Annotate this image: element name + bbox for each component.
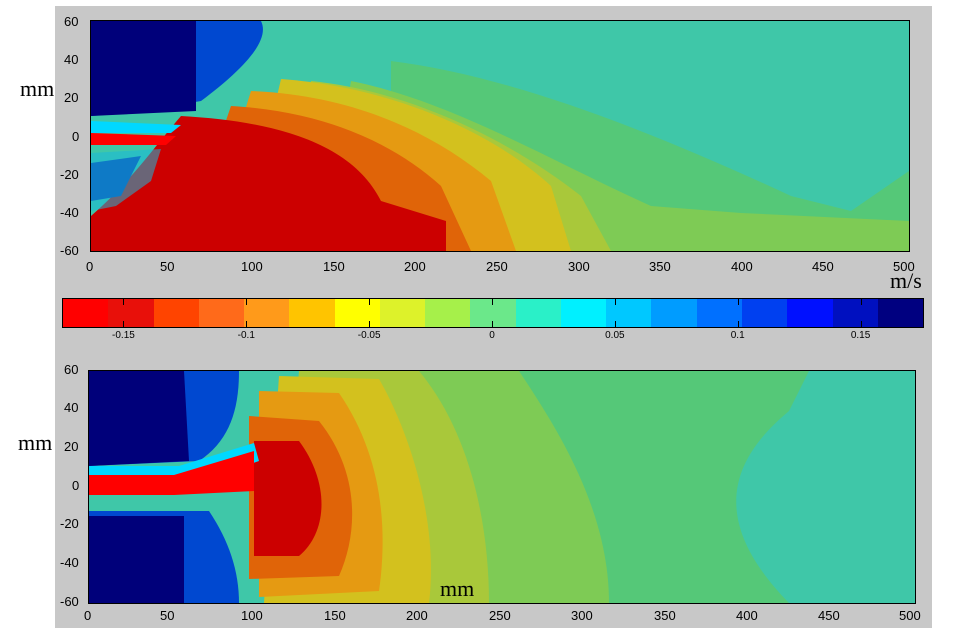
bottom-x-tick-350: 350 xyxy=(654,608,676,623)
bottom-y-tick-60: 60 xyxy=(64,362,79,377)
colorbar-tick-mark-bottom xyxy=(860,321,862,327)
colorbar-tick-label: -0.1 xyxy=(237,330,255,341)
top-y-unit-label: mm xyxy=(20,76,55,101)
colorbar-cell-5 xyxy=(289,299,335,327)
bottom-x-tick-50: 50 xyxy=(160,608,175,623)
top-x-tick-400: 400 xyxy=(731,259,753,274)
colorbar-cell-17 xyxy=(832,299,878,327)
top-y-tick-40: 40 xyxy=(64,52,79,67)
bottom-contour-svg xyxy=(89,371,915,603)
bottom-level-darkblue-top xyxy=(89,371,189,466)
colorbar-cell-13 xyxy=(651,299,697,327)
colorbar-unit-label: m/s xyxy=(890,268,922,293)
top-y-tick-m20: -20 xyxy=(60,167,79,182)
bottom-y-tick-0: 0 xyxy=(72,478,80,493)
colorbar-tick-mark-bottom xyxy=(369,321,371,327)
colorbar-cell-2 xyxy=(153,299,199,327)
colorbar-cell-9 xyxy=(470,299,516,327)
colorbar-cell-10 xyxy=(515,299,561,327)
colorbar-tick-label: 0.05 xyxy=(605,330,625,341)
colorbar-tick-mark-bottom xyxy=(614,321,616,327)
bottom-y-unit-label: mm xyxy=(18,430,53,455)
top-level-cyan-notch xyxy=(91,149,161,211)
colorbar-cell-4 xyxy=(244,299,290,327)
top-y-tick-0: 0 xyxy=(72,129,80,144)
colorbar-cell-15 xyxy=(741,299,788,327)
bottom-y-tick-20: 20 xyxy=(64,439,79,454)
bottom-x-tick-100: 100 xyxy=(241,608,263,623)
colorbar-cell-7 xyxy=(379,299,426,327)
bottom-x-tick-500: 500 xyxy=(899,608,921,623)
colorbar-cell-12 xyxy=(606,299,652,327)
top-x-tick-250: 250 xyxy=(486,259,508,274)
colorbar-tick-mark-bottom xyxy=(123,321,125,327)
bottom-level-red-core xyxy=(254,441,322,556)
bottom-x-tick-300: 300 xyxy=(571,608,593,623)
colorbar-tick-label: 0.1 xyxy=(730,330,745,341)
colorbar-cell-1 xyxy=(108,299,154,327)
bottom-y-tick-40: 40 xyxy=(64,400,79,415)
bottom-level-darkblue-bottom xyxy=(89,516,184,603)
top-x-tick-350: 350 xyxy=(649,259,671,274)
colorbar-tick-mark-top xyxy=(737,299,739,305)
top-y-tick-20: 20 xyxy=(64,90,79,105)
bottom-y-tick-m40: -40 xyxy=(60,555,79,570)
colorbar-cell-0 xyxy=(63,299,109,327)
bottom-x-tick-250: 250 xyxy=(489,608,511,623)
colorbar-tick-label: 0 xyxy=(489,330,495,341)
top-x-tick-450: 450 xyxy=(812,259,834,274)
colorbar-cell-8 xyxy=(425,299,471,327)
top-x-tick-200: 200 xyxy=(404,259,426,274)
bottom-x-tick-450: 450 xyxy=(818,608,840,623)
colorbar-tick-mark-top xyxy=(860,299,862,305)
top-x-tick-300: 300 xyxy=(568,259,590,274)
top-y-tick-m40: -40 xyxy=(60,205,79,220)
bottom-x-tick-150: 150 xyxy=(324,608,346,623)
colorbar-tick-mark-bottom xyxy=(737,321,739,327)
colorbar-tick-mark-top xyxy=(246,299,248,305)
colorbar-cell-11 xyxy=(560,299,607,327)
bottom-level-red-jet xyxy=(89,451,254,495)
colorbar-tick-label: -0.05 xyxy=(357,330,381,341)
colorbar-cell-16 xyxy=(787,299,833,327)
bottom-y-tick-m60: -60 xyxy=(60,594,79,609)
top-velocity-contour-plot xyxy=(90,20,910,252)
bottom-x-tick-0: 0 xyxy=(84,608,92,623)
bottom-y-tick-m20: -20 xyxy=(60,516,79,531)
top-x-tick-0: 0 xyxy=(86,259,94,274)
bottom-x-tick-400: 400 xyxy=(736,608,758,623)
colorbar xyxy=(62,298,924,328)
colorbar-cell-14 xyxy=(696,299,742,327)
colorbar-tick-mark-top xyxy=(123,299,125,305)
colorbar-tick-label: -0.15 xyxy=(112,330,135,341)
top-level-red xyxy=(91,116,446,251)
top-x-tick-100: 100 xyxy=(241,259,263,274)
top-x-tick-500: 500 xyxy=(893,259,915,274)
top-x-tick-50: 50 xyxy=(160,259,175,274)
colorbar-tick-mark-bottom xyxy=(246,321,248,327)
bottom-velocity-contour-plot xyxy=(88,370,916,604)
top-level-red-jet xyxy=(91,133,176,145)
top-level-darkblue-corner xyxy=(91,21,196,116)
bottom-x-unit-label: mm xyxy=(440,576,475,601)
top-level-cyan-jet xyxy=(91,121,181,133)
top-contour-svg xyxy=(91,21,909,251)
colorbar-cell-6 xyxy=(334,299,380,327)
colorbar-tick-mark-bottom xyxy=(492,321,493,327)
top-x-tick-150: 150 xyxy=(323,259,345,274)
colorbar-tick-label: 0.15 xyxy=(850,330,871,341)
colorbar-tick-mark-top xyxy=(369,299,371,305)
colorbar-cell-18 xyxy=(877,299,924,327)
top-y-tick-60: 60 xyxy=(64,14,79,29)
colorbar-tick-mark-top xyxy=(614,299,616,305)
colorbar-cell-3 xyxy=(198,299,245,327)
top-y-tick-m60: -60 xyxy=(60,243,79,258)
bottom-x-tick-200: 200 xyxy=(406,608,428,623)
colorbar-tick-mark-top xyxy=(492,299,493,305)
